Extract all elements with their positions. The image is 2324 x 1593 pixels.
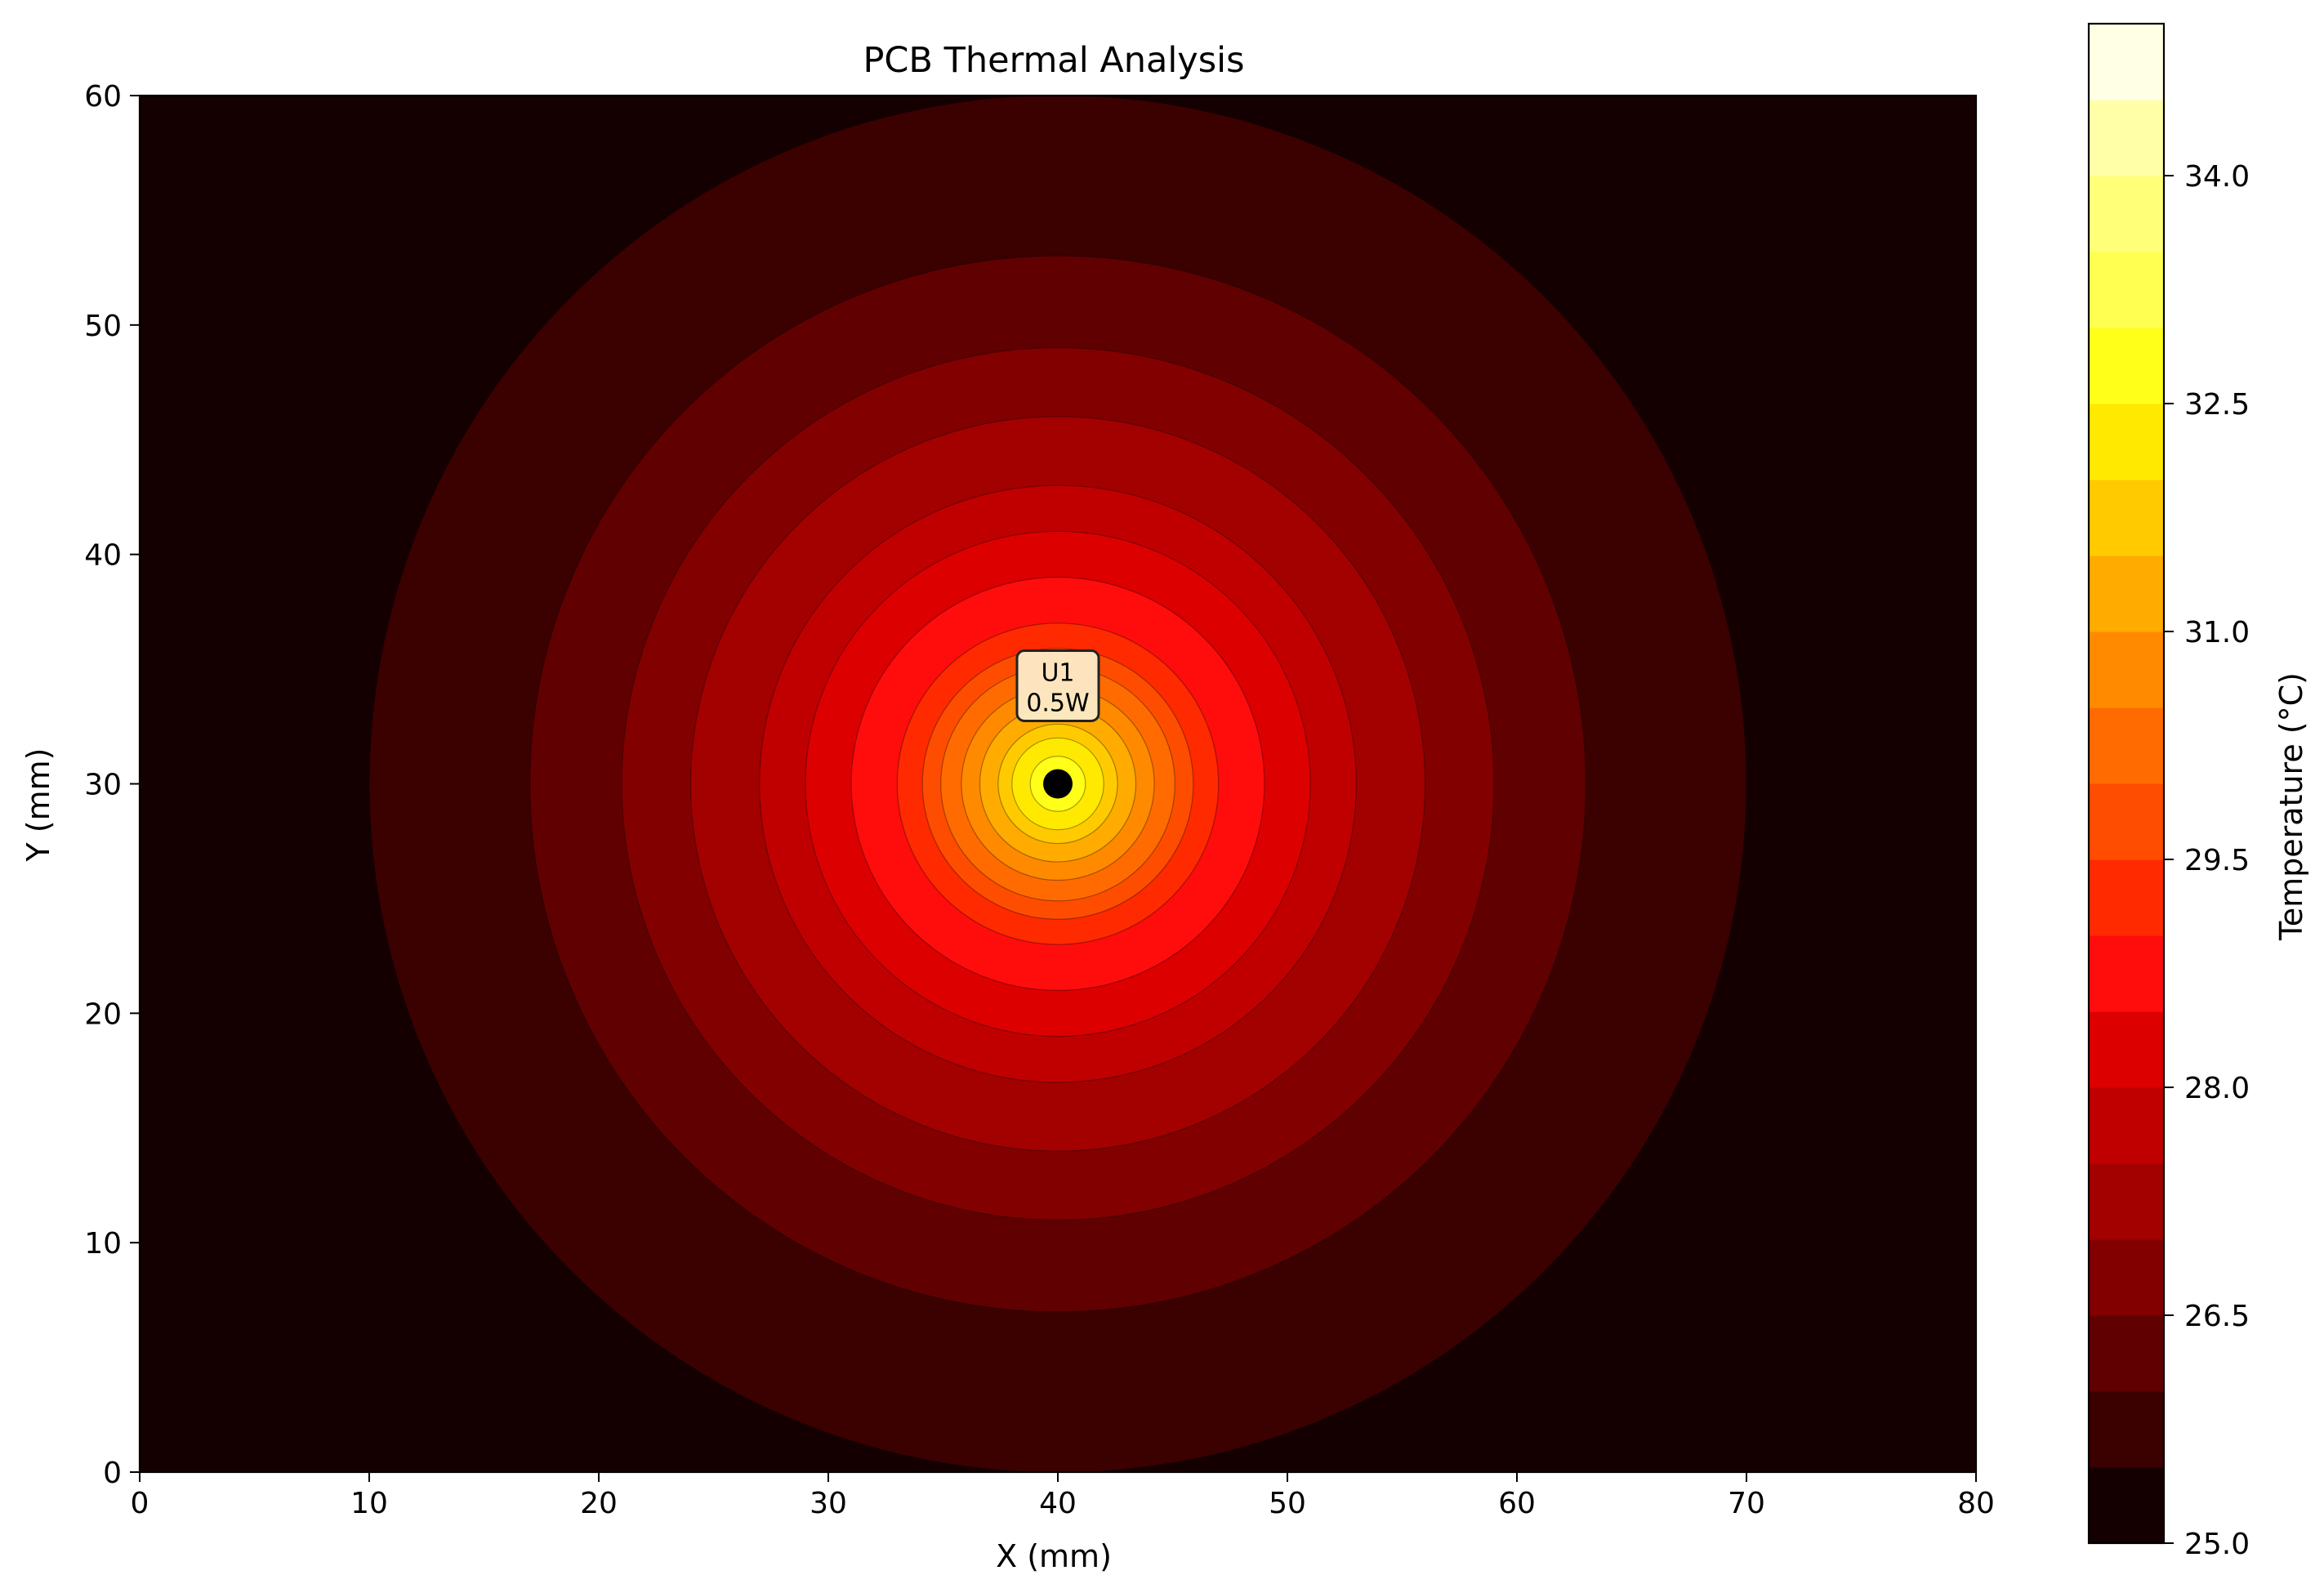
x-axis-label: X (mm) [996, 1538, 1112, 1574]
contour-line [805, 530, 1311, 1037]
heat-source-dot [1043, 769, 1073, 799]
colorbar-segment [2089, 1163, 2164, 1240]
y-axis: 0 10 20 30 40 50 60 [84, 80, 140, 1490]
colorbar-segment [2089, 783, 2164, 860]
colorbar-tick-label: 34.0 [2184, 160, 2250, 194]
colorbar-tick-label: 28.0 [2184, 1072, 2250, 1105]
contour-line [1029, 756, 1086, 812]
colorbar-frame [2087, 22, 2166, 1545]
colorbar-tick-label: 31.0 [2184, 616, 2250, 649]
contour-line [1011, 737, 1104, 831]
plot-area [140, 96, 1976, 1472]
x-tick-label: 70 [1728, 1487, 1765, 1520]
x-tick-label: 60 [1498, 1487, 1536, 1520]
contour-line [896, 622, 1220, 945]
heat-source-power: 0.5W [1026, 689, 1089, 718]
colorbar-segment [2089, 24, 2164, 100]
colorbar-segment [2089, 1467, 2164, 1544]
contour-line [850, 576, 1265, 991]
colorbar-segment [2089, 631, 2164, 708]
colorbar-segment [2089, 935, 2164, 1012]
y-tick-label: 30 [84, 769, 122, 802]
colorbar-segment [2089, 1087, 2164, 1164]
heat-source: U10.5W [1015, 649, 1100, 799]
contour-lines [368, 96, 1747, 1472]
colorbar-tick-label: 25.0 [2184, 1528, 2250, 1561]
y-axis-label: Y (mm) [20, 748, 56, 863]
colorbar-tick-label: 32.5 [2184, 388, 2250, 422]
x-axis: 0 10 20 30 40 50 60 70 80 [131, 1472, 1995, 1520]
colorbar-segment [2089, 480, 2164, 556]
colorbar-tick-label: 26.5 [2184, 1300, 2250, 1333]
x-tick-label: 30 [810, 1487, 847, 1520]
colorbar-segment [2089, 859, 2164, 936]
x-tick-label: 80 [1957, 1487, 1995, 1520]
contour-line [621, 346, 1495, 1221]
x-tick-label: 20 [580, 1487, 618, 1520]
y-tick-label: 50 [84, 310, 122, 343]
colorbar-label: Temperature (°C) [2273, 672, 2309, 941]
chart-title: PCB Thermal Analysis [863, 40, 1244, 81]
colorbar-tick-label: 29.5 [2184, 844, 2250, 877]
heat-source-label-box [1015, 649, 1100, 722]
contour-line [997, 723, 1118, 845]
heat-source-name: U1 [1041, 659, 1074, 688]
y-tick-label: 60 [84, 80, 122, 114]
y-tick-label: 10 [84, 1227, 122, 1261]
colorbar-segment [2089, 1011, 2164, 1088]
x-tick-label: 0 [131, 1487, 149, 1520]
y-tick-label: 40 [84, 539, 122, 573]
contour-line [759, 484, 1357, 1083]
x-tick-label: 10 [350, 1487, 388, 1520]
y-tick-label: 20 [84, 997, 122, 1031]
colorbar-segment [2089, 100, 2164, 176]
x-tick-label: 50 [1269, 1487, 1306, 1520]
colorbar-segment [2089, 1315, 2164, 1392]
contour-line [689, 416, 1426, 1152]
colorbar [2089, 24, 2164, 1544]
colorbar-segment [2089, 1391, 2164, 1468]
colorbar-segment [2089, 252, 2164, 328]
colorbar-segment [2089, 556, 2164, 632]
colorbar-segment [2089, 328, 2164, 404]
contour-line [921, 648, 1194, 920]
colorbar-segment [2089, 1239, 2164, 1316]
colorbar-segment [2089, 176, 2164, 252]
contour-line [368, 96, 1747, 1472]
y-tick-label: 0 [103, 1457, 122, 1490]
colorbar-segment [2089, 707, 2164, 784]
contour-line [529, 255, 1586, 1313]
x-tick-label: 40 [1039, 1487, 1077, 1520]
colorbar-ticks: 25.0 26.5 28.0 29.5 31.0 32.5 34.0 [2164, 160, 2250, 1561]
colorbar-segment [2089, 404, 2164, 480]
